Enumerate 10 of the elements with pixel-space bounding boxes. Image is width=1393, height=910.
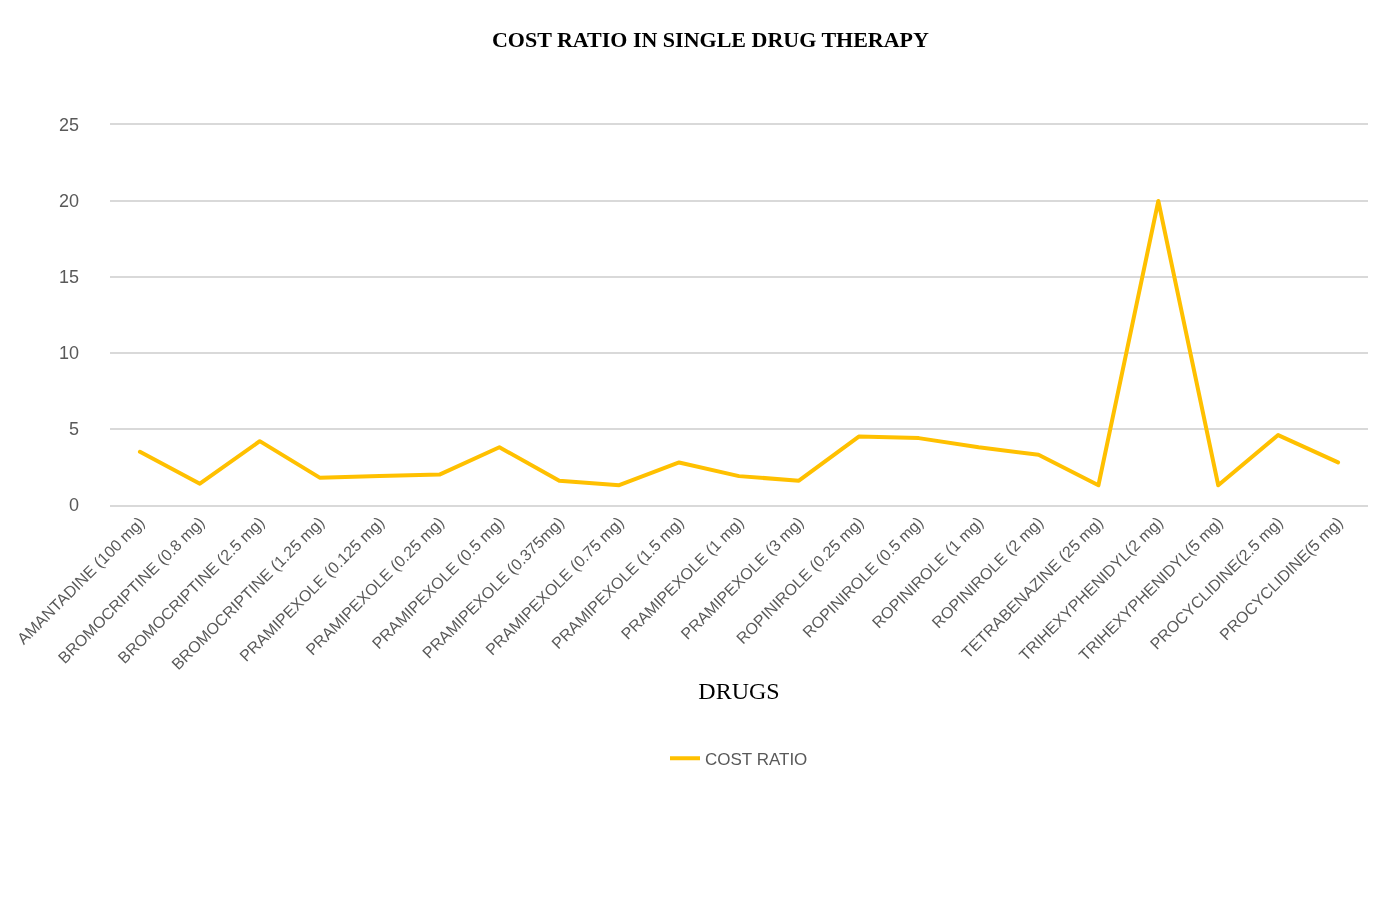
x-axis-title: DRUGS [698, 677, 780, 704]
y-tick-label: 25 [58, 115, 79, 136]
y-tick-label: 5 [68, 419, 79, 440]
y-tick-label: 0 [68, 495, 79, 516]
y-tick-label: 10 [58, 343, 79, 364]
line-series [137, 199, 1341, 488]
y-tick-label: 15 [58, 267, 79, 288]
legend-label: COST RATIO [705, 749, 808, 769]
y-tick-label: 20 [58, 191, 79, 212]
chart-title: COST RATIO IN SINGLE DRUG THERAPY [491, 27, 930, 53]
